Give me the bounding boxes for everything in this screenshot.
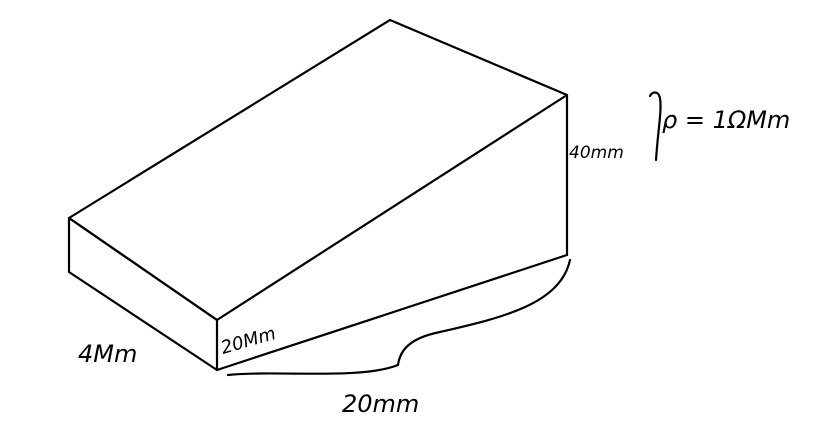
wedge-top-face bbox=[67, 18, 569, 322]
length-label: 20mm bbox=[342, 390, 419, 418]
back-height-label: 40mm bbox=[569, 143, 624, 163]
resistivity-label: ρ = 1ΩMm bbox=[662, 106, 790, 134]
wedge-bottom-edge bbox=[215, 253, 569, 372]
length-brace bbox=[226, 258, 572, 377]
depth-label: 4Mm bbox=[78, 340, 137, 368]
resistivity-bracket bbox=[648, 91, 662, 162]
